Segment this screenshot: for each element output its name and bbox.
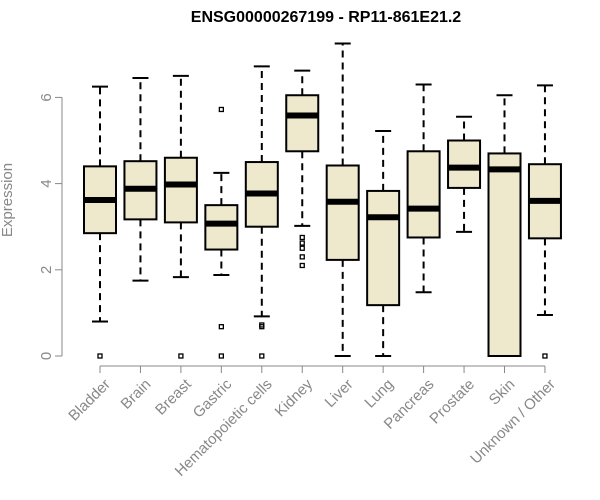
box-iqr xyxy=(163,156,198,224)
outlier-point xyxy=(299,245,305,251)
box-iqr xyxy=(285,94,320,153)
box-10 xyxy=(487,94,522,357)
boxes-layer xyxy=(83,42,562,359)
box-iqr xyxy=(406,150,441,239)
x-tick-label: Brain xyxy=(118,376,155,413)
outlier-point xyxy=(299,254,305,260)
box-iqr xyxy=(487,152,522,357)
box-8 xyxy=(406,83,441,294)
outlier-point xyxy=(218,324,225,330)
y-tick-label: 2 xyxy=(38,266,55,274)
outlier-point xyxy=(299,262,305,269)
box-iqr xyxy=(447,139,482,189)
outlier-point xyxy=(299,240,305,246)
axis-layer: 0 2 4 6 xyxy=(38,93,546,373)
chart-title: ENSG00000267199 - RP11-861E21.2 xyxy=(191,9,462,26)
x-tick-label: Liver xyxy=(322,376,357,411)
box-6 xyxy=(325,42,360,357)
box-iqr xyxy=(325,164,360,261)
x-tick-label: Lung xyxy=(361,376,397,412)
y-tick-label: 4 xyxy=(38,179,55,187)
y-axis-label: Expression xyxy=(0,163,16,237)
outlier-point xyxy=(259,353,265,359)
x-tick-label: Kidney xyxy=(272,376,317,421)
outlier-point xyxy=(218,353,225,359)
box-3 xyxy=(204,106,239,359)
box-9 xyxy=(447,115,482,233)
box-1 xyxy=(123,77,158,282)
box-iqr xyxy=(366,189,401,307)
box-iqr xyxy=(204,204,239,251)
outlier-point xyxy=(542,353,548,359)
box-4 xyxy=(244,65,279,359)
x-tick-label: Bladder xyxy=(65,376,114,425)
outlier-point xyxy=(97,353,103,359)
box-11 xyxy=(527,84,562,359)
y-tick-label: 6 xyxy=(38,93,55,101)
x-tick-label: Breast xyxy=(152,375,195,418)
box-7 xyxy=(366,130,401,357)
x-tick-label: Prostate xyxy=(426,376,478,428)
outlier-point xyxy=(259,324,265,330)
outlier-point xyxy=(218,106,225,113)
y-tick-label: 0 xyxy=(38,352,55,360)
outlier-point xyxy=(178,353,184,359)
box-5 xyxy=(285,69,320,269)
x-tick-label: Skin xyxy=(486,376,519,409)
box-2 xyxy=(163,74,198,359)
box-0 xyxy=(83,85,117,359)
outlier-point xyxy=(299,234,305,241)
